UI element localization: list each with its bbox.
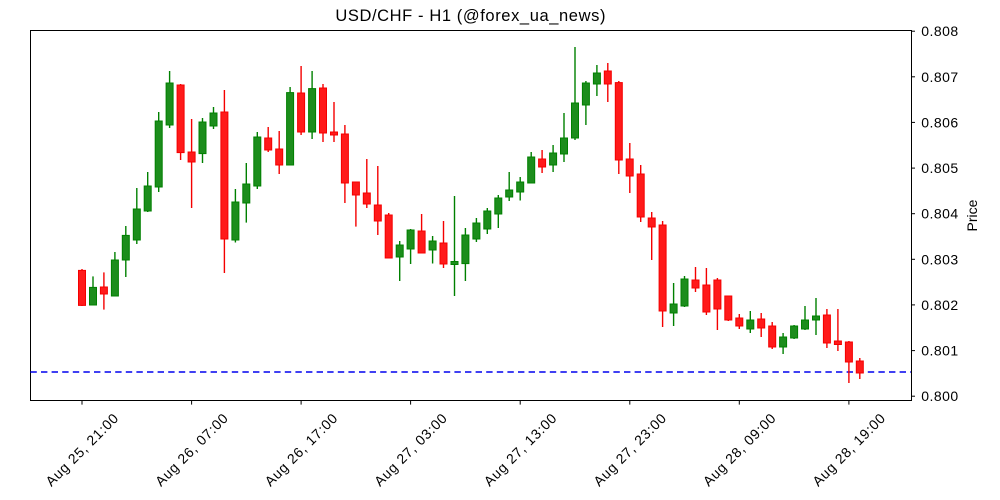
- svg-text:USD/CHF - H1 (@forex_ua_news): USD/CHF - H1 (@forex_ua_news): [335, 7, 606, 25]
- svg-text:0.808: 0.808: [921, 23, 958, 39]
- svg-text:Aug 25, 21:00: Aug 25, 21:00: [42, 410, 122, 490]
- svg-text:Aug 28, 19:00: Aug 28, 19:00: [809, 410, 889, 490]
- svg-text:Price: Price: [964, 199, 980, 231]
- svg-text:Aug 27, 13:00: Aug 27, 13:00: [480, 410, 560, 490]
- svg-text:0.803: 0.803: [921, 251, 958, 267]
- svg-text:0.805: 0.805: [921, 160, 958, 176]
- svg-text:Aug 28, 09:00: Aug 28, 09:00: [700, 410, 780, 490]
- svg-text:Aug 26, 07:00: Aug 26, 07:00: [152, 410, 232, 490]
- svg-text:Aug 27, 03:00: Aug 27, 03:00: [371, 410, 451, 490]
- svg-text:0.806: 0.806: [921, 114, 958, 130]
- svg-text:Aug 26, 17:00: Aug 26, 17:00: [261, 410, 341, 490]
- svg-text:0.802: 0.802: [921, 297, 958, 313]
- svg-text:0.800: 0.800: [921, 388, 958, 404]
- svg-text:Aug 27, 23:00: Aug 27, 23:00: [590, 410, 670, 490]
- svg-text:0.807: 0.807: [921, 69, 958, 85]
- svg-text:0.804: 0.804: [921, 206, 958, 222]
- svg-text:0.801: 0.801: [921, 343, 958, 359]
